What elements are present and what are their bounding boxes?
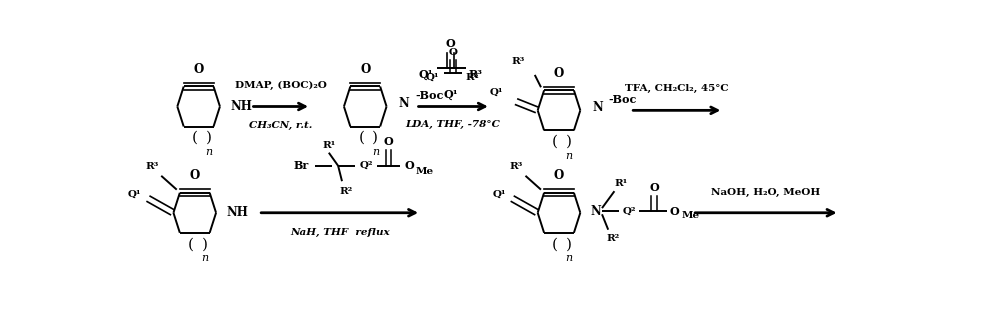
Text: n: n	[205, 147, 212, 157]
Text: R²: R²	[339, 187, 352, 196]
Text: Q¹: Q¹	[492, 190, 506, 199]
Text: ): )	[206, 131, 212, 145]
Text: n: n	[566, 151, 573, 161]
Text: NH: NH	[227, 206, 249, 219]
Text: O: O	[194, 63, 204, 76]
Text: O: O	[360, 63, 370, 76]
Text: -Boc: -Boc	[609, 94, 637, 105]
Text: Me: Me	[416, 167, 434, 176]
Text: Q¹: Q¹	[128, 190, 141, 199]
Text: R³: R³	[510, 162, 523, 171]
Text: Me: Me	[681, 211, 699, 220]
Text: (: (	[552, 237, 558, 251]
Text: n: n	[372, 147, 379, 157]
Text: R¹: R¹	[322, 140, 335, 149]
Text: NaH, THF  reflux: NaH, THF reflux	[290, 228, 389, 237]
Text: Q¹: Q¹	[418, 69, 433, 80]
Text: NH: NH	[231, 100, 253, 113]
Text: DMAP, (BOC)₂O: DMAP, (BOC)₂O	[235, 80, 327, 90]
Text: R³: R³	[466, 73, 479, 82]
Text: O: O	[446, 38, 455, 49]
Text: -Boc: -Boc	[415, 90, 443, 101]
Text: O: O	[405, 160, 414, 171]
Text: Q¹: Q¹	[426, 73, 439, 82]
Text: O: O	[448, 48, 457, 57]
Text: O: O	[190, 169, 200, 182]
Text: R¹: R¹	[614, 179, 627, 188]
Text: Q¹: Q¹	[443, 90, 458, 100]
Text: R³: R³	[468, 69, 482, 80]
Text: (: (	[192, 131, 198, 145]
Text: LDA, THF, -78°C: LDA, THF, -78°C	[405, 121, 500, 130]
Text: O: O	[670, 206, 680, 217]
Text: ): )	[372, 131, 378, 145]
Text: R²: R²	[606, 234, 619, 243]
Text: R³: R³	[511, 56, 524, 66]
Text: ): )	[566, 237, 572, 251]
Text: O: O	[384, 136, 393, 148]
Text: ): )	[566, 135, 572, 149]
Text: O: O	[649, 182, 659, 193]
Text: n: n	[201, 253, 208, 263]
Text: Q²: Q²	[359, 161, 373, 170]
Text: NaOH, H₂O, MeOH: NaOH, H₂O, MeOH	[711, 188, 821, 197]
Text: N: N	[592, 101, 603, 114]
Text: ): )	[202, 237, 208, 251]
Text: N: N	[398, 97, 409, 110]
Text: Br: Br	[293, 160, 309, 171]
Text: n: n	[566, 253, 573, 263]
Text: (: (	[552, 135, 558, 149]
Text: Q¹: Q¹	[490, 88, 503, 97]
Text: Q²: Q²	[622, 207, 636, 216]
Text: N: N	[590, 205, 601, 218]
Text: R³: R³	[145, 162, 159, 171]
Text: (: (	[358, 131, 364, 145]
Text: O: O	[554, 169, 564, 182]
Text: (: (	[188, 237, 194, 251]
Text: TFA, CH₂Cl₂, 45°C: TFA, CH₂Cl₂, 45°C	[625, 84, 729, 93]
Text: CH₃CN, r.t.: CH₃CN, r.t.	[249, 121, 312, 130]
Text: O: O	[554, 67, 564, 80]
